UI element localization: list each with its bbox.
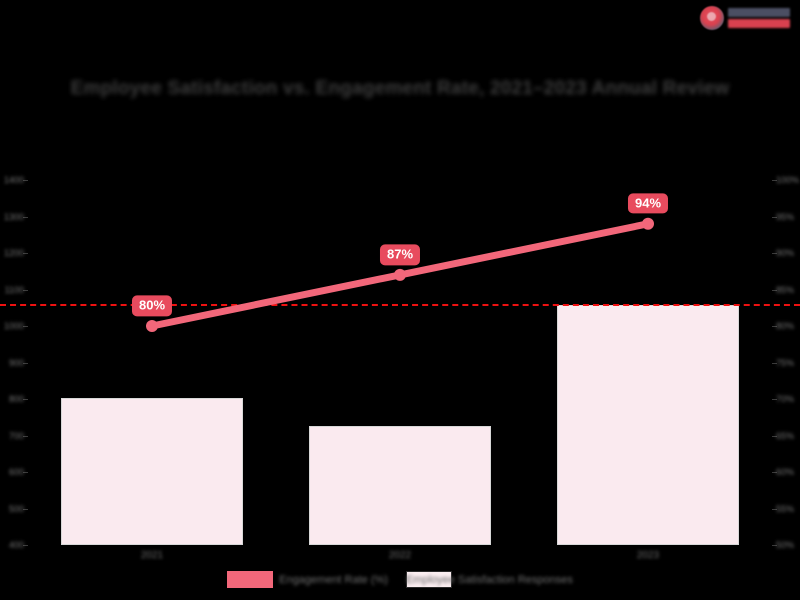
left-axis-tick xyxy=(23,399,28,400)
legend-swatch-bar-icon xyxy=(405,571,452,588)
data-label-2022: 87% xyxy=(379,244,421,265)
left-axis-tick xyxy=(23,435,28,437)
right-axis-tick-label: 65% xyxy=(776,430,795,441)
legend-item-engagement-rate[interactable]: Engagement Rate (%) xyxy=(227,571,388,588)
right-axis-tick-label: 60% xyxy=(776,467,795,477)
left-axis-tick-label: 900 xyxy=(8,357,24,368)
line-marker-2021[interactable] xyxy=(146,320,158,332)
brand-logo-line-2 xyxy=(728,19,790,28)
category-label-2021: 2021 xyxy=(140,550,164,561)
right-axis-tick-label: 90% xyxy=(776,248,795,258)
left-axis-tick-label: 500 xyxy=(8,503,24,514)
left-axis-tick xyxy=(23,472,28,473)
right-axis-tick xyxy=(772,362,777,364)
left-axis-tick xyxy=(23,180,28,181)
bar-2023[interactable] xyxy=(557,305,739,545)
legend-label-engagement-rate: Engagement Rate (%) xyxy=(279,573,388,586)
right-axis-tick xyxy=(772,253,777,254)
left-axis-tick xyxy=(23,508,28,510)
right-axis-tick xyxy=(772,399,777,400)
target-reference-line xyxy=(0,304,800,307)
right-axis-tick xyxy=(772,545,777,546)
brand-logo-mark-icon xyxy=(700,6,724,30)
right-axis-tick xyxy=(772,180,777,181)
left-axis-tick-label: 700 xyxy=(8,430,24,441)
chart-title: Employee Satisfaction vs. Engagement Rat… xyxy=(70,78,730,99)
right-axis-tick-label: 50% xyxy=(776,540,795,550)
left-axis-tick xyxy=(23,253,28,254)
left-axis-tick-label: 1200 xyxy=(3,248,24,258)
data-label-2021: 80% xyxy=(131,295,173,316)
right-axis-tick xyxy=(772,435,777,437)
left-axis-tick-label: 1400 xyxy=(3,175,24,185)
data-label-2023: 94% xyxy=(627,193,669,214)
brand-logo-line-1 xyxy=(728,8,790,17)
line-marker-2023[interactable] xyxy=(642,217,654,230)
left-axis-tick xyxy=(23,289,28,291)
right-axis-tick-label: 70% xyxy=(776,394,795,404)
right-axis-tick-label: 75% xyxy=(776,357,795,368)
left-axis-tick xyxy=(23,326,28,327)
brand-logo xyxy=(700,4,796,32)
right-axis-tick xyxy=(772,326,777,327)
right-axis-tick xyxy=(772,508,777,510)
right-axis-tick-label: 95% xyxy=(776,211,795,222)
left-axis-tick-label: 1300 xyxy=(3,211,24,222)
left-axis-tick xyxy=(23,545,28,546)
right-axis-tick-label: 80% xyxy=(776,321,795,331)
category-label-2022: 2022 xyxy=(388,550,412,561)
right-axis-tick xyxy=(772,216,777,218)
legend-swatch-line-icon xyxy=(227,571,274,588)
brand-logo-wordmark xyxy=(728,8,790,28)
left-axis-tick-label: 400 xyxy=(8,540,24,550)
left-axis-tick-label: 800 xyxy=(8,394,24,404)
legend-label-satisfaction-responses: Employee Satisfaction Responses xyxy=(405,573,573,586)
right-axis-tick xyxy=(772,289,777,291)
left-axis-tick-label: 1000 xyxy=(3,321,24,331)
line-marker-2022[interactable] xyxy=(394,268,406,281)
right-axis-tick-label: 85% xyxy=(776,284,795,295)
bar-2022[interactable] xyxy=(309,425,491,545)
chart-legend: Engagement Rate (%) Employee Satisfactio… xyxy=(0,571,800,588)
category-label-2023: 2023 xyxy=(636,550,660,561)
bar-2021[interactable] xyxy=(61,398,243,545)
legend-item-satisfaction-responses[interactable]: Employee Satisfaction Responses xyxy=(405,571,573,588)
left-axis-tick xyxy=(23,362,28,364)
right-axis-tick xyxy=(772,472,777,473)
left-axis-tick xyxy=(23,216,28,218)
left-axis-tick-label: 1100 xyxy=(4,284,24,295)
right-axis-tick-label: 55% xyxy=(776,503,795,514)
chart-plot-area: 1400 1300 1200 1100 1000 900 800 700 600 500 400 1… xyxy=(0,175,800,561)
right-axis-tick-label: 100% xyxy=(776,175,800,185)
left-axis-tick-label: 600 xyxy=(8,467,24,477)
